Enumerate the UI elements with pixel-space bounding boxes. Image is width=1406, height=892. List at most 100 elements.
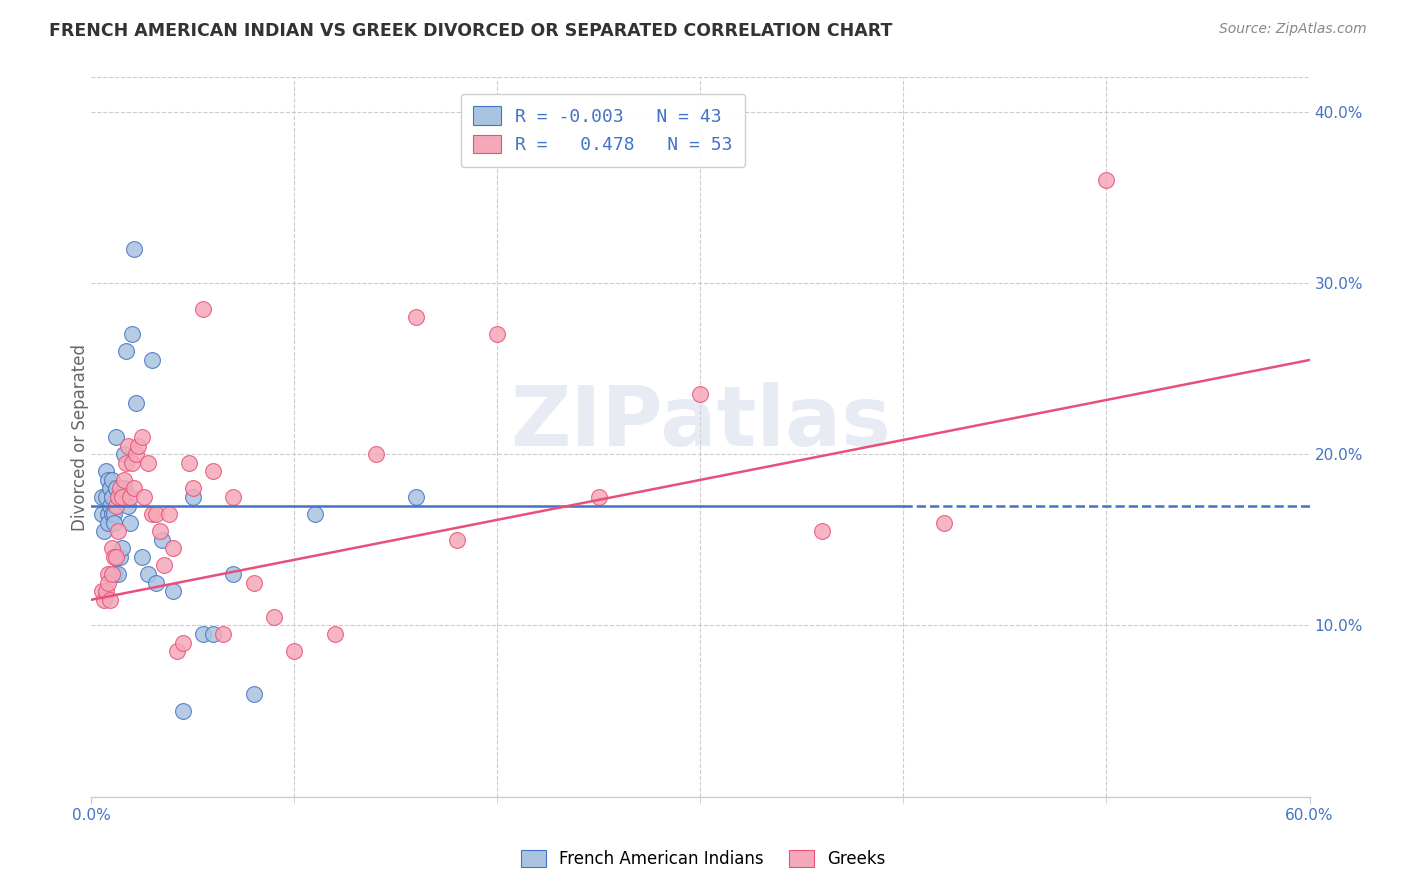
Point: [145, 507, 167, 521]
Point: [94, 490, 117, 504]
Legend: R = -0.003   N = 43, R =   0.478   N = 53: R = -0.003 N = 43, R = 0.478 N = 53: [461, 94, 745, 167]
Point: [127, 439, 149, 453]
Point: [93, 592, 115, 607]
Point: [263, 610, 285, 624]
Point: [157, 507, 180, 521]
Point: [131, 430, 153, 444]
Point: [131, 549, 153, 564]
Point: [172, 704, 194, 718]
Point: [108, 482, 131, 496]
Point: [122, 242, 145, 256]
Point: [90, 584, 112, 599]
Point: [117, 499, 139, 513]
Point: [811, 524, 834, 539]
Point: [103, 516, 125, 530]
Point: [118, 490, 141, 504]
Point: [98, 499, 121, 513]
Point: [98, 482, 121, 496]
Point: [121, 456, 143, 470]
Point: [202, 627, 225, 641]
Point: [100, 507, 122, 521]
Point: [134, 490, 156, 504]
Point: [212, 627, 235, 641]
Point: [112, 473, 135, 487]
Point: [94, 584, 117, 599]
Point: [112, 482, 135, 496]
Y-axis label: Divorced or Separated: Divorced or Separated: [72, 343, 89, 531]
Point: [181, 490, 204, 504]
Point: [689, 387, 711, 401]
Point: [112, 447, 135, 461]
Point: [323, 627, 346, 641]
Point: [90, 490, 112, 504]
Point: [172, 635, 194, 649]
Point: [117, 439, 139, 453]
Point: [111, 490, 134, 504]
Point: [97, 516, 120, 530]
Point: [100, 490, 122, 504]
Point: [166, 644, 188, 658]
Point: [107, 524, 129, 539]
Point: [97, 567, 120, 582]
Point: [103, 549, 125, 564]
Point: [149, 524, 172, 539]
Point: [242, 575, 264, 590]
Point: [145, 575, 167, 590]
Point: [304, 507, 326, 521]
Point: [107, 490, 129, 504]
Point: [141, 507, 163, 521]
Text: FRENCH AMERICAN INDIAN VS GREEK DIVORCED OR SEPARATED CORRELATION CHART: FRENCH AMERICAN INDIAN VS GREEK DIVORCED…: [49, 22, 893, 40]
Point: [162, 541, 184, 556]
Text: ZIPatlas: ZIPatlas: [510, 382, 891, 463]
Point: [486, 327, 509, 342]
Point: [121, 327, 143, 342]
Point: [1095, 173, 1118, 187]
Point: [162, 584, 184, 599]
Point: [283, 644, 305, 658]
Point: [118, 516, 141, 530]
Point: [107, 567, 129, 582]
Point: [108, 549, 131, 564]
Point: [141, 353, 163, 368]
Point: [97, 473, 120, 487]
Point: [152, 533, 174, 547]
Point: [104, 482, 127, 496]
Point: [222, 567, 245, 582]
Point: [93, 524, 115, 539]
Point: [932, 516, 955, 530]
Point: [242, 687, 264, 701]
Point: [90, 507, 112, 521]
Point: [364, 447, 387, 461]
Point: [100, 473, 122, 487]
Point: [104, 430, 127, 444]
Point: [103, 507, 125, 521]
Point: [125, 447, 148, 461]
Point: [122, 482, 145, 496]
Point: [222, 490, 245, 504]
Point: [103, 567, 125, 582]
Point: [191, 627, 214, 641]
Point: [177, 456, 200, 470]
Point: [405, 490, 427, 504]
Point: [94, 464, 117, 478]
Point: [181, 482, 204, 496]
Point: [97, 575, 120, 590]
Point: [100, 541, 122, 556]
Point: [202, 464, 225, 478]
Point: [97, 507, 120, 521]
Point: [115, 456, 138, 470]
Point: [125, 396, 148, 410]
Legend: French American Indians, Greeks: French American Indians, Greeks: [512, 842, 894, 877]
Point: [153, 558, 176, 573]
Point: [98, 592, 121, 607]
Point: [100, 567, 122, 582]
Point: [111, 541, 134, 556]
Point: [588, 490, 610, 504]
Point: [136, 567, 159, 582]
Point: [405, 310, 427, 325]
Point: [115, 344, 138, 359]
Point: [104, 549, 127, 564]
Point: [446, 533, 468, 547]
Point: [136, 456, 159, 470]
Point: [104, 499, 127, 513]
